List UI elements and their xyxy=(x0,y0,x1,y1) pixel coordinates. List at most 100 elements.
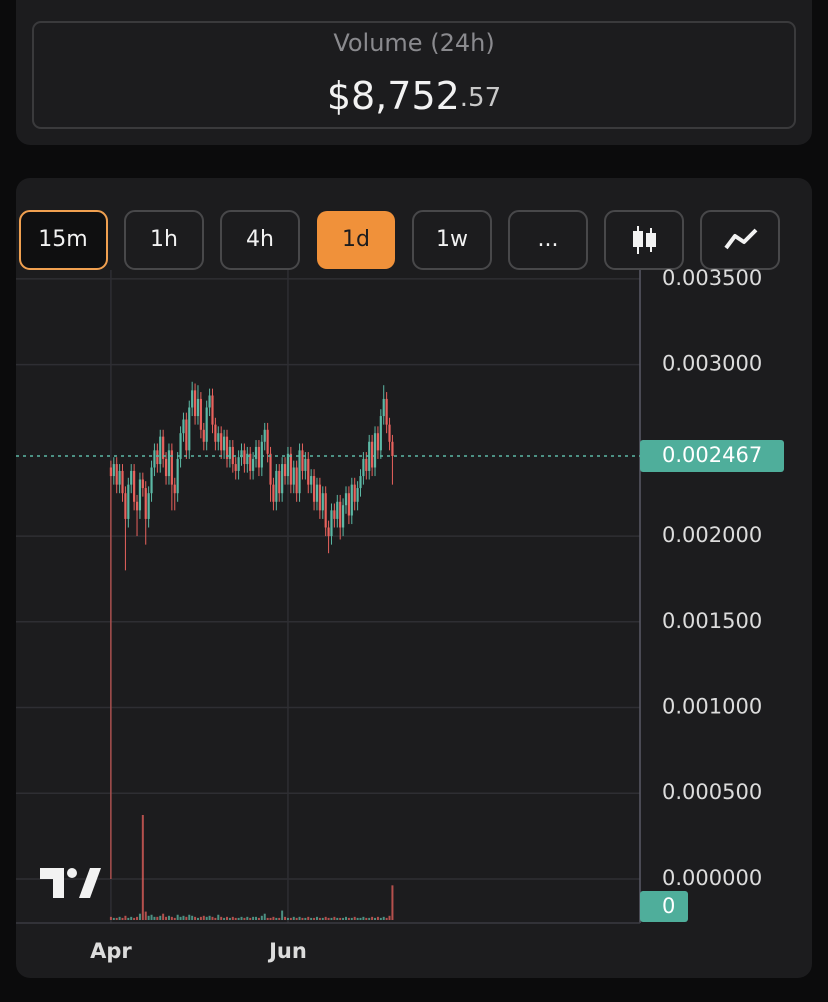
candle-body xyxy=(310,476,313,485)
x-tick-label: Apr xyxy=(90,939,132,963)
candle-body xyxy=(254,446,258,459)
volume-bar xyxy=(136,916,139,920)
volume-bar xyxy=(199,916,202,920)
candle-body xyxy=(295,467,298,494)
candle-body xyxy=(118,470,121,485)
candle-body xyxy=(301,450,304,471)
line-icon xyxy=(724,228,758,250)
volume-cents: .57 xyxy=(460,83,501,113)
candle-body xyxy=(252,458,255,471)
candle-body xyxy=(199,398,202,430)
interval-button[interactable] xyxy=(317,211,395,269)
volume-card xyxy=(16,0,812,145)
volume-bar xyxy=(127,917,130,920)
candle-body xyxy=(176,458,179,494)
candle-body xyxy=(388,424,391,442)
x-tick-label: Jun xyxy=(267,939,307,963)
candle-body xyxy=(333,510,336,519)
candle-body xyxy=(220,433,223,451)
volume-bar xyxy=(310,917,313,920)
candle-body xyxy=(173,484,176,494)
candle-body xyxy=(240,450,243,458)
y-tick-label: 0.000500 xyxy=(662,780,762,804)
candle-body xyxy=(162,436,165,459)
y-tick-label: 0.003000 xyxy=(662,352,762,376)
volume-bar xyxy=(339,917,342,920)
candle-body xyxy=(341,505,345,528)
volume-bar xyxy=(211,916,214,920)
volume-bar xyxy=(153,916,156,920)
volume-bar xyxy=(298,916,301,920)
volume-bar xyxy=(179,916,182,920)
candle-body xyxy=(150,467,153,494)
volume-bar xyxy=(225,916,228,920)
volume-bar xyxy=(147,915,150,920)
candle-body xyxy=(211,395,214,425)
volume-bar xyxy=(141,815,144,920)
candle-body xyxy=(324,493,327,528)
volume-bar xyxy=(191,915,194,920)
interval-button[interactable] xyxy=(124,210,204,270)
y-tick-label: 0.000000 xyxy=(662,866,762,890)
chart-card xyxy=(16,178,812,978)
tradingview-logo xyxy=(40,868,101,898)
candle-body xyxy=(228,446,232,459)
candle-body xyxy=(330,510,333,537)
y-tick-label: 0.003500 xyxy=(662,266,762,290)
volume-bar xyxy=(182,915,185,920)
candle-body xyxy=(269,453,272,485)
candle-body xyxy=(379,416,382,451)
volume-bar xyxy=(371,916,374,920)
volume-bar xyxy=(121,917,124,920)
candle-body xyxy=(124,493,127,519)
volume-bar xyxy=(281,910,284,920)
interval-button[interactable] xyxy=(412,210,492,270)
volume-tick-tag xyxy=(640,891,688,922)
volume-bar xyxy=(289,917,292,920)
interval-button[interactable] xyxy=(220,210,300,270)
volume-bar xyxy=(269,917,272,920)
candle-body xyxy=(281,464,284,494)
candle-body xyxy=(275,470,278,502)
volume-bar xyxy=(347,917,350,920)
candle-body xyxy=(217,433,220,442)
candle-body xyxy=(179,433,182,459)
volume-bar xyxy=(194,916,197,920)
volume-bar xyxy=(249,917,252,920)
candle-body xyxy=(272,484,275,502)
candle-body xyxy=(196,398,200,417)
volume-bar xyxy=(173,917,176,920)
candle-icon xyxy=(633,226,656,254)
y-tick-label: 0.001000 xyxy=(662,695,762,719)
volume-bar xyxy=(156,916,159,920)
interval-button[interactable] xyxy=(19,210,108,270)
candle-body xyxy=(127,484,130,519)
candle-body xyxy=(121,470,124,494)
candle-body xyxy=(339,501,342,528)
candle-body xyxy=(225,436,229,459)
candle-body xyxy=(202,429,205,442)
volume-bar xyxy=(138,913,141,920)
candle-body xyxy=(263,429,266,442)
candle-body xyxy=(191,390,194,408)
more-button[interactable] xyxy=(508,210,588,270)
candle-body xyxy=(304,458,307,471)
candle-body xyxy=(144,488,147,519)
plot: 0.000000 0.000500 0.001000 0.001500 0.002000… xyxy=(16,266,784,963)
volume-bar xyxy=(362,916,365,920)
volume-bar xyxy=(228,917,231,920)
candle-body xyxy=(141,479,144,489)
candle-body xyxy=(167,450,171,477)
candle-button[interactable] xyxy=(604,210,684,270)
volume-bar xyxy=(188,914,191,920)
volume-bar xyxy=(388,915,391,920)
candle-body xyxy=(260,441,263,468)
volume-bar xyxy=(327,917,330,920)
candle-body xyxy=(292,467,295,485)
volume-bar xyxy=(304,917,307,920)
volume-bar xyxy=(315,916,318,920)
volume-bar xyxy=(144,911,147,920)
volume-bar xyxy=(330,917,333,920)
volume-bar xyxy=(217,914,220,920)
last-price-tag xyxy=(640,440,784,473)
